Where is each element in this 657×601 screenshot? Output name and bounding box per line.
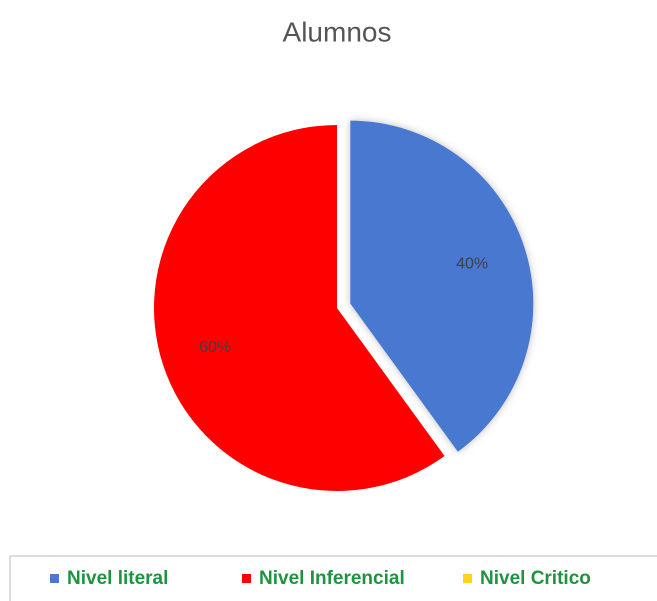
- legend-label: Nivel Inferencial: [259, 568, 405, 589]
- legend-label: Nivel literal: [67, 568, 168, 589]
- pie-slice: [154, 125, 445, 492]
- legend: Nivel literal Nivel Inferencial Nivel Crit…: [50, 568, 591, 589]
- slices: 40% 60%: [154, 120, 534, 492]
- pie-slice: [350, 120, 534, 452]
- legend-swatch: [463, 574, 472, 583]
- legend-label: Nivel Critico: [480, 568, 591, 589]
- chart-title: Alumnos: [283, 16, 392, 47]
- data-label: 60%: [199, 339, 231, 356]
- data-label: 40%: [456, 255, 488, 272]
- legend-swatch: [50, 574, 59, 583]
- legend-box: [9, 555, 657, 601]
- legend-swatch: [242, 574, 251, 583]
